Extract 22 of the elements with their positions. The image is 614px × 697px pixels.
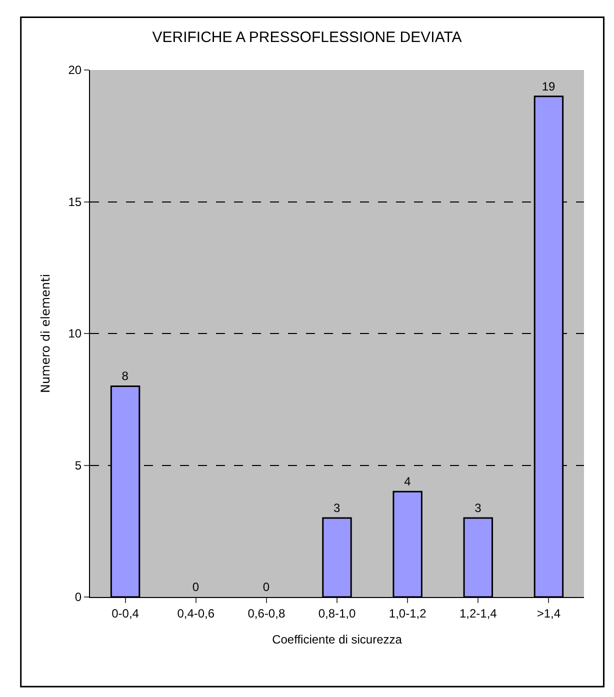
data-label: 0 bbox=[192, 580, 200, 594]
y-tick-label: 0 bbox=[74, 590, 82, 604]
data-label: 3 bbox=[474, 500, 482, 515]
x-tick-label: 0,8-1,0 bbox=[318, 606, 356, 620]
x-axis-title: Coefficiente di sicurezza bbox=[272, 632, 402, 646]
y-tick-label: 15 bbox=[68, 194, 82, 209]
data-label: 3 bbox=[334, 500, 340, 515]
data-label: 0 bbox=[262, 580, 270, 594]
x-tick-label: 1,2-1,4 bbox=[459, 606, 498, 620]
y-tick-label: 10 bbox=[68, 326, 82, 341]
y-axis-title: Numero di elementi bbox=[38, 274, 53, 394]
y-tick-label: 5 bbox=[74, 458, 82, 472]
x-tick-label: 1,0-1,2 bbox=[388, 606, 427, 620]
data-label: 4 bbox=[404, 474, 412, 489]
y-tick-label: 20 bbox=[68, 63, 82, 78]
chart-title: VERIFICHE A PRESSOFLESSIONE DEVIATA bbox=[152, 28, 462, 46]
x-tick-label: >1,4 bbox=[536, 606, 561, 620]
x-tick-label: 0,4-0,6 bbox=[177, 606, 215, 620]
data-label: 19 bbox=[542, 79, 556, 94]
data-label: 8 bbox=[122, 369, 129, 384]
x-tick-label: 0-0,4 bbox=[112, 606, 140, 620]
x-tick-label: 0,6-0,8 bbox=[248, 606, 286, 620]
